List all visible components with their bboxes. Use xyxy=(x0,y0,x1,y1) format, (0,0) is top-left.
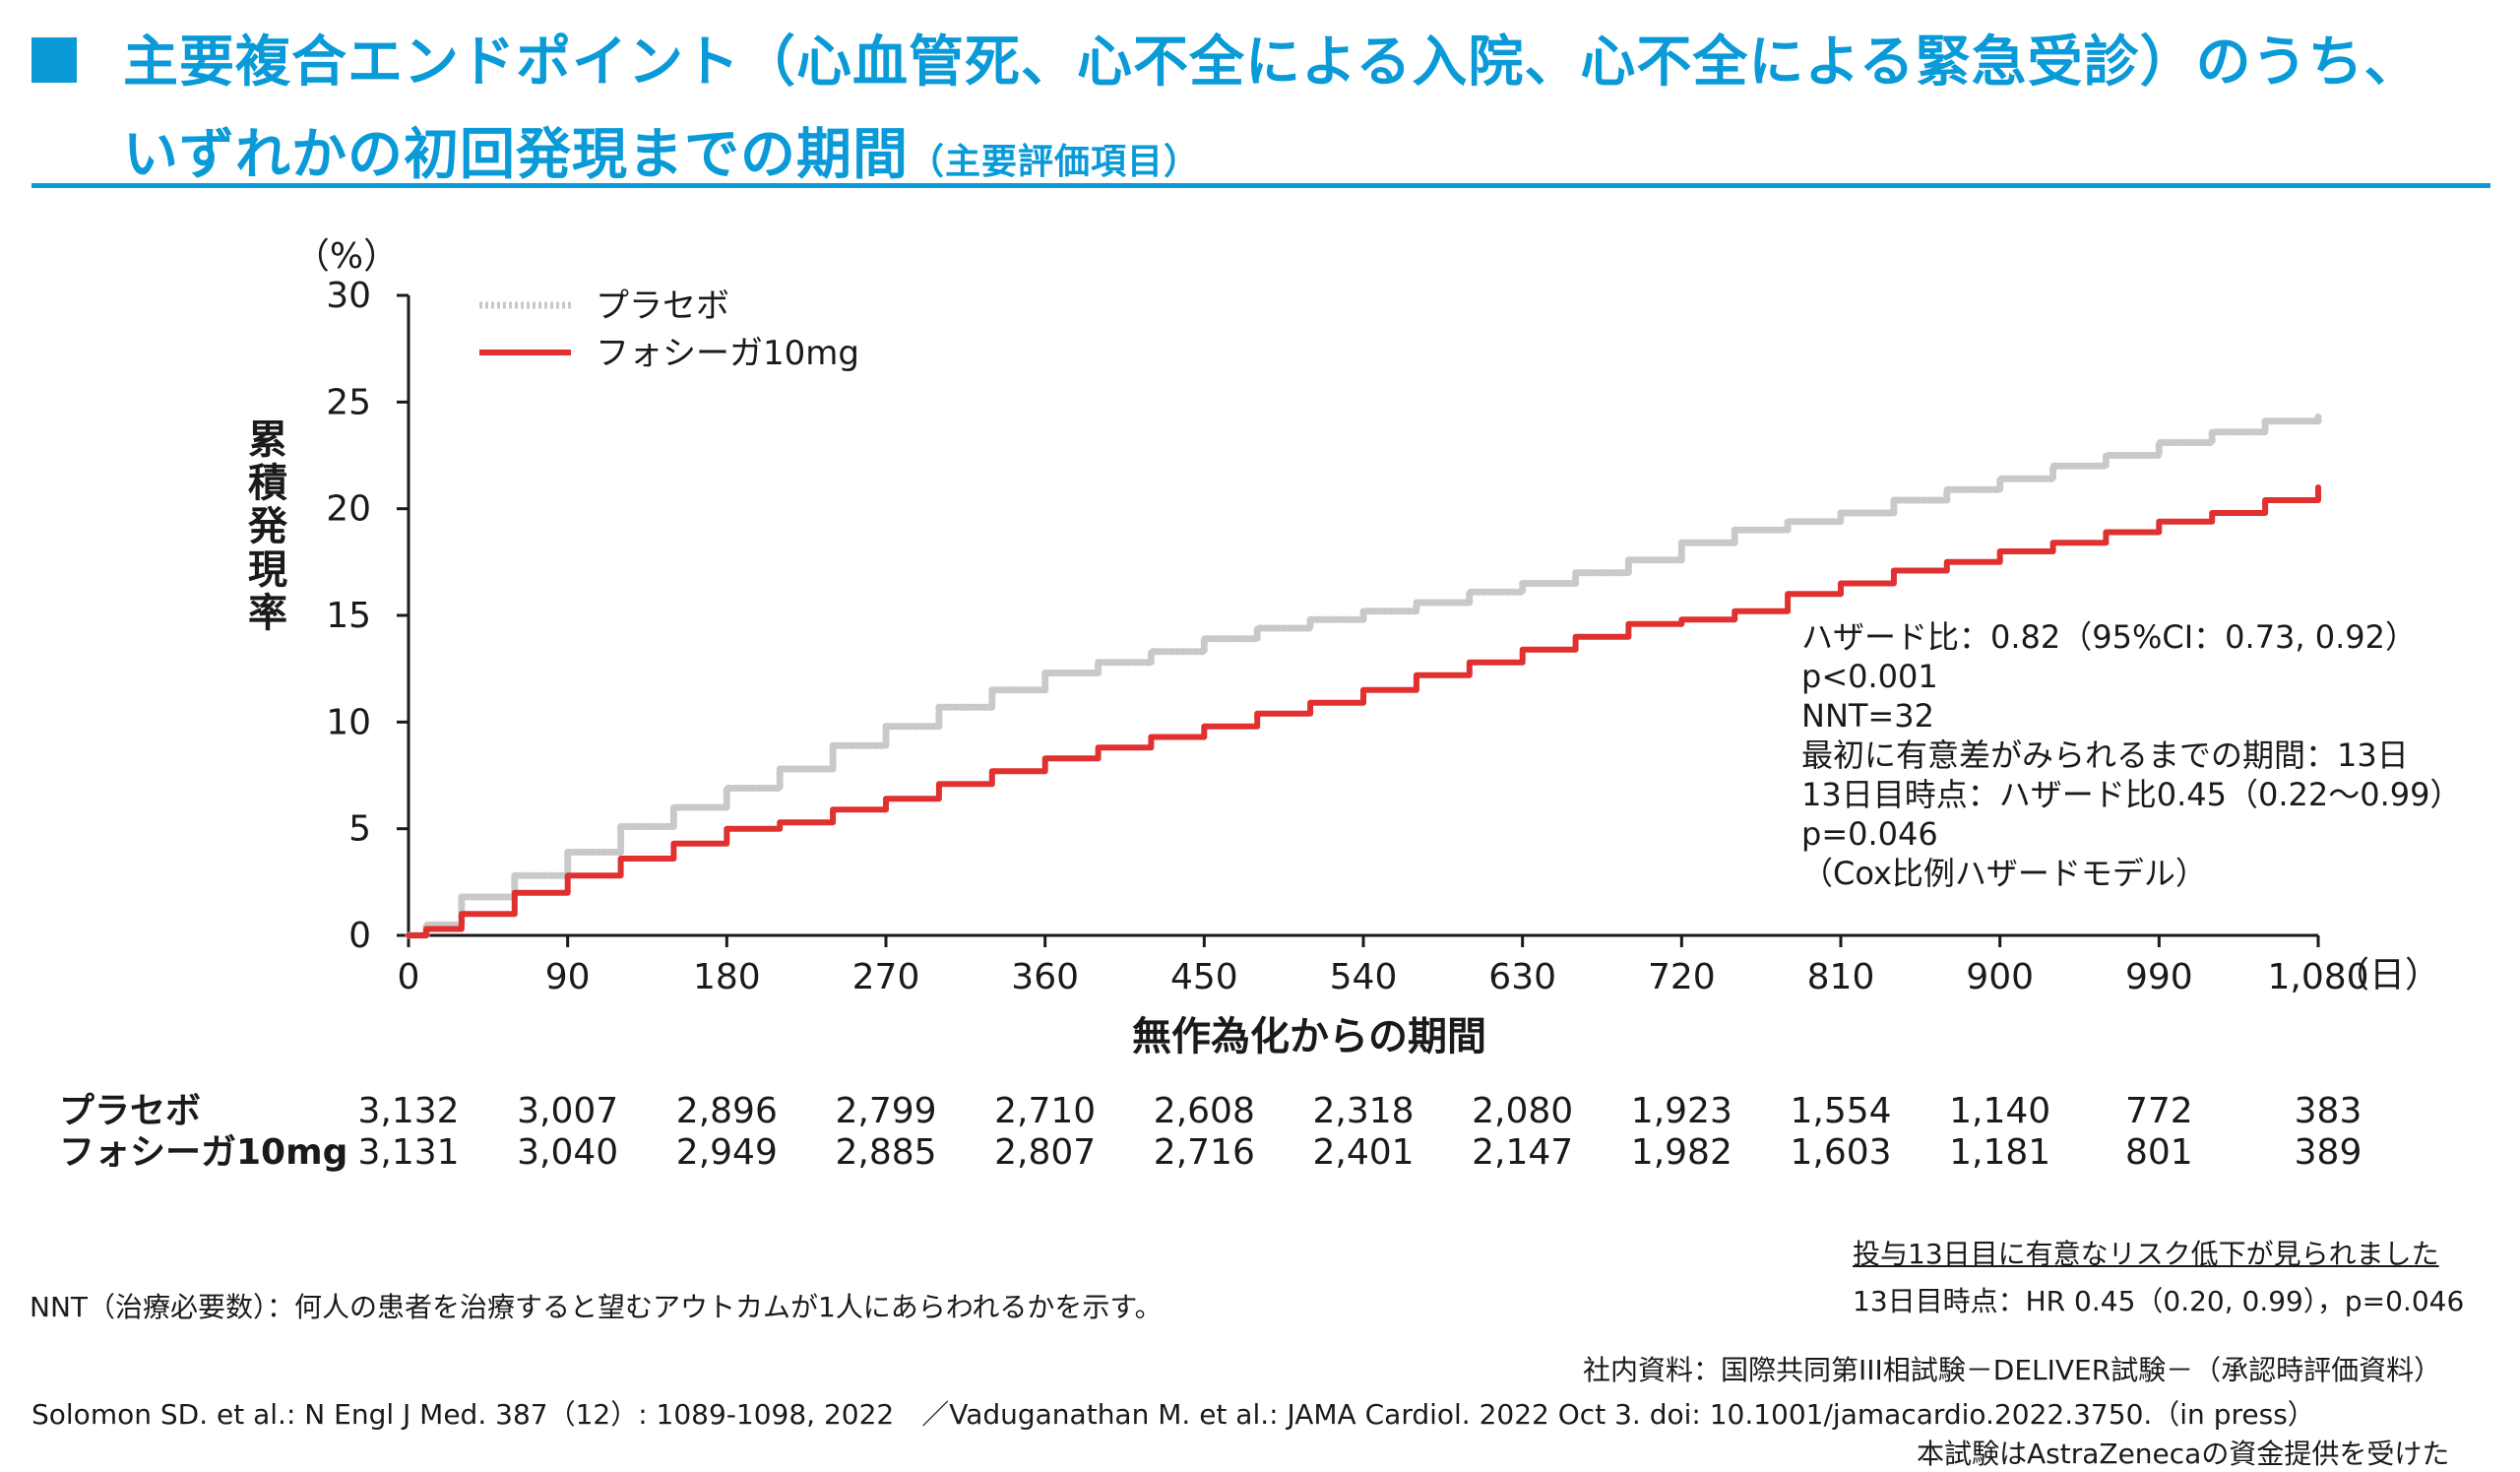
risk-cell: 2,799 xyxy=(835,1091,936,1131)
risk-cell: 2,949 xyxy=(676,1132,778,1173)
series-line-forxiga xyxy=(406,484,2321,938)
title-marker xyxy=(32,37,77,83)
risk-cell: 2,608 xyxy=(1154,1091,1255,1131)
risk-cell: 801 xyxy=(2125,1132,2193,1173)
x-tick-label: 1,080 xyxy=(2267,957,2368,997)
x-tick-label: 630 xyxy=(1488,957,1556,997)
risk-cell: 2,318 xyxy=(1312,1091,1414,1131)
x-tick-label: 0 xyxy=(398,957,420,997)
x-tick-label: 360 xyxy=(1011,957,1079,997)
risk-cell: 1,923 xyxy=(1631,1091,1732,1131)
x-tick-label: 810 xyxy=(1807,957,1875,997)
stat-line: 13日目時点：ハザード比0.45（0.22〜0.99） xyxy=(1801,776,2461,813)
risk-cell: 1,554 xyxy=(1790,1091,1891,1131)
x-unit-label: （日） xyxy=(2334,955,2440,995)
stat-line: NNT=32 xyxy=(1801,697,1934,735)
y-tick-label: 15 xyxy=(326,596,371,636)
risk-cell: 2,710 xyxy=(994,1091,1096,1131)
x-tick-label: 990 xyxy=(2125,957,2193,997)
risk-cell: 772 xyxy=(2125,1091,2193,1131)
stat-line: （Cox比例ハザードモデル） xyxy=(1801,855,2207,892)
legend-label: フォシーガ10mg xyxy=(596,334,859,373)
y-unit-label: （%） xyxy=(294,236,399,277)
risk-cell: 383 xyxy=(2295,1091,2362,1131)
chart-axes: 0 5 10 15 20 25 30（%） 0 90 180 270 360 450 540 630 720 8… xyxy=(241,236,2440,1059)
risk-table: プラセボ 3,132 3,007 2,896 2,799 2,710 2,608 2,318 2… xyxy=(59,1091,2362,1173)
risk-cell: 389 xyxy=(2295,1132,2362,1173)
x-tick-label: 720 xyxy=(1648,957,1716,997)
risk-cell: 2,080 xyxy=(1472,1091,1573,1131)
x-tick-label: 180 xyxy=(693,957,761,997)
risk-cell: 1,982 xyxy=(1631,1132,1732,1173)
highlight-note: 投与13日目に有意なリスク低下が見られました xyxy=(1853,1238,2439,1270)
x-tick-label: 270 xyxy=(852,957,920,997)
y-axis-title: 累積発現率 xyxy=(241,418,287,635)
risk-cell: 1,181 xyxy=(1949,1132,2050,1173)
funding-note: 本試験はAstraZenecaの資金提供を受けた xyxy=(1917,1438,2450,1470)
risk-cell: 2,716 xyxy=(1154,1132,1255,1173)
stat-line: p=0.046 xyxy=(1801,815,1938,853)
y-tick-label: 0 xyxy=(348,916,371,956)
day13-note: 13日目時点：HR 0.45（0.20, 0.99），p=0.046 xyxy=(1853,1285,2465,1317)
x-tick-label: 450 xyxy=(1170,957,1238,997)
risk-cell: 2,896 xyxy=(676,1091,778,1131)
page-title-main: いずれかの初回発現までの期間 xyxy=(123,123,909,187)
series-line-placebo xyxy=(405,414,2322,939)
risk-cell: 2,401 xyxy=(1312,1132,1414,1173)
chart-series xyxy=(405,414,2322,939)
y-tick-label: 30 xyxy=(326,276,371,316)
nnt-note: NNT（治療必要数）：何人の患者を治療すると望むアウトカムが1人にあらわれるかを… xyxy=(30,1291,1163,1323)
y-tick-label: 25 xyxy=(326,382,371,422)
risk-row-label: プラセボ xyxy=(59,1091,201,1131)
y-tick-label: 5 xyxy=(348,809,371,850)
risk-cell: 2,807 xyxy=(994,1132,1096,1173)
risk-row-label: フォシーガ10mg xyxy=(59,1132,347,1173)
x-tick-label: 900 xyxy=(1966,957,2034,997)
risk-cell: 1,603 xyxy=(1790,1132,1891,1173)
y-tick-label: 20 xyxy=(326,489,371,530)
risk-cell: 3,007 xyxy=(517,1091,618,1131)
stat-line: p<0.001 xyxy=(1801,658,1938,695)
title-divider xyxy=(32,183,2490,188)
source-note-2: Solomon SD. et al.: N Engl J Med. 387（12… xyxy=(32,1398,2315,1431)
legend-label: プラセボ xyxy=(596,287,729,326)
page-title-suffix: （主要評価項目） xyxy=(909,142,1201,182)
chart-annotation: ハザード比：0.82（95%CI：0.73, 0.92）p<0.001NNT=3… xyxy=(1801,618,2461,892)
stat-line: ハザード比：0.82（95%CI：0.73, 0.92） xyxy=(1801,618,2417,656)
x-tick-label: 90 xyxy=(545,957,591,997)
km-chart: 0 5 10 15 20 25 30（%） 0 90 180 270 360 450 540 630 720 8… xyxy=(59,236,2461,1173)
risk-cell: 3,040 xyxy=(517,1132,618,1173)
risk-cell: 3,132 xyxy=(357,1091,459,1131)
risk-cell: 2,885 xyxy=(835,1132,936,1173)
stat-line: 最初に有意差がみられるまでの期間：13日 xyxy=(1801,736,2409,774)
risk-cell: 3,131 xyxy=(357,1132,459,1173)
x-tick-label: 540 xyxy=(1330,957,1398,997)
risk-cell: 2,147 xyxy=(1472,1132,1573,1173)
page-title-line1: 主要複合エンドポイント（心血管死、心不全による入院、心不全による緊急受診）のうち… xyxy=(123,31,2421,95)
x-axis-title: 無作為化からの期間 xyxy=(1132,1014,1486,1059)
risk-cell: 1,140 xyxy=(1949,1091,2050,1131)
page-title-line2: いずれかの初回発現までの期間（主要評価項目） xyxy=(123,110,1200,190)
source-note-1: 社内資料：国際共同第III相試験－DELIVER試験－（承認時評価資料） xyxy=(1583,1354,2442,1386)
y-tick-label: 10 xyxy=(326,702,371,742)
